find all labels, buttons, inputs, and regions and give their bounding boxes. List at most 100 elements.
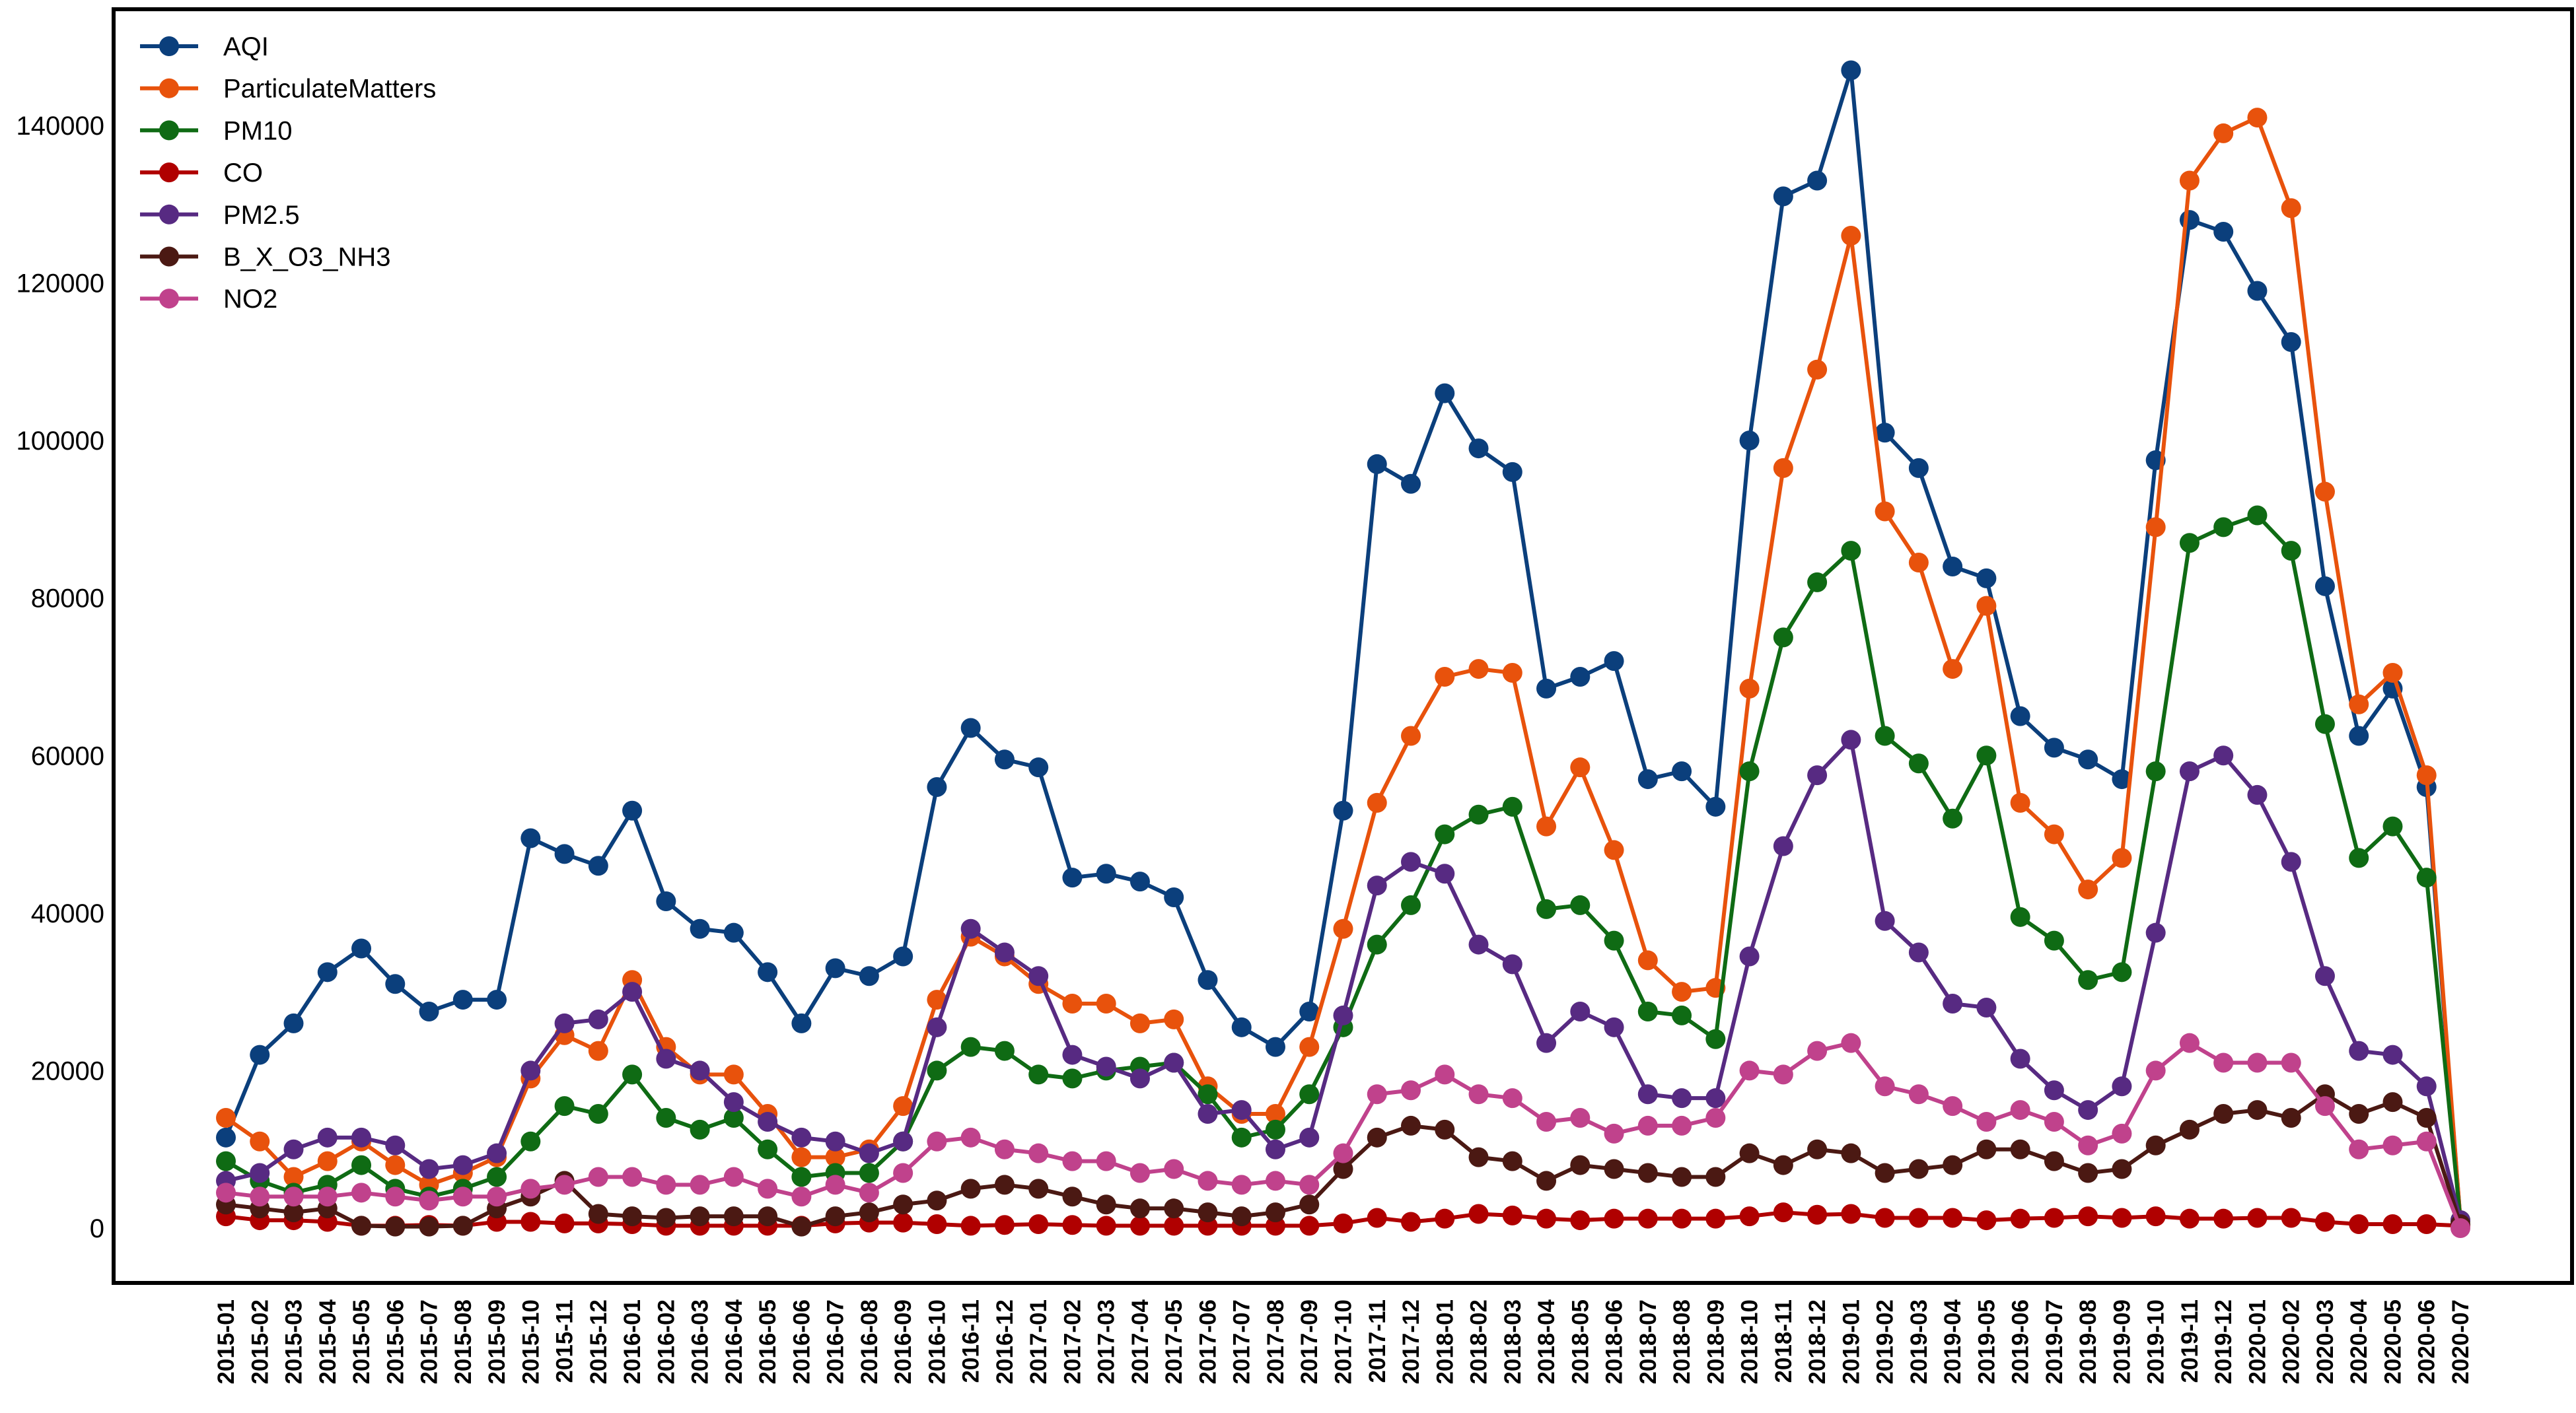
data-point — [1028, 1179, 1049, 1199]
data-point — [351, 1127, 372, 1148]
x-tick-label: 2015-02 — [247, 1299, 273, 1384]
data-point — [1502, 796, 1522, 817]
data-point — [1299, 1001, 1320, 1021]
data-point — [1672, 761, 1692, 782]
data-point — [2213, 1104, 2234, 1124]
data-point — [1164, 1159, 1184, 1179]
data-point — [1198, 1202, 1218, 1223]
data-point — [960, 718, 981, 738]
data-point — [1231, 1100, 1252, 1120]
data-point — [452, 1216, 473, 1236]
data-point — [487, 1187, 507, 1207]
data-point — [758, 1139, 778, 1159]
data-point — [554, 1096, 575, 1117]
data-point — [927, 1131, 947, 1152]
data-point — [927, 1190, 947, 1211]
data-point — [2416, 1131, 2437, 1152]
data-point — [2010, 907, 2030, 927]
x-tick-label: 2019-01 — [1838, 1299, 1864, 1384]
data-point — [2145, 761, 2166, 782]
data-point — [2044, 1111, 2064, 1132]
data-point — [1502, 954, 1522, 975]
data-point — [283, 1202, 304, 1223]
data-point — [1773, 186, 1793, 207]
data-point — [1773, 1202, 1793, 1223]
data-point — [520, 1131, 541, 1152]
data-point — [927, 777, 947, 797]
x-tick-label: 2018-03 — [1500, 1299, 1526, 1384]
data-point — [554, 1175, 575, 1195]
data-point — [1739, 678, 1760, 699]
data-point — [1062, 1215, 1083, 1235]
x-tick-label: 2018-10 — [1737, 1299, 1763, 1384]
data-point — [1198, 970, 1218, 990]
x-tick-label: 2019-07 — [2042, 1299, 2067, 1384]
data-point — [994, 1139, 1015, 1159]
data-point — [622, 982, 643, 1002]
data-point — [1536, 1111, 1557, 1132]
x-tick-label: 2017-04 — [1127, 1299, 1153, 1384]
x-tick-label: 2020-04 — [2346, 1299, 2372, 1384]
data-point — [1435, 1208, 1455, 1229]
x-tick-label: 2015-11 — [552, 1299, 578, 1383]
data-point — [1435, 824, 1455, 844]
data-point — [1028, 966, 1049, 986]
x-tick-label: 2020-02 — [2279, 1299, 2305, 1384]
data-point — [791, 1167, 812, 1187]
data-point — [1637, 1208, 1658, 1229]
x-tick-label: 2016-02 — [653, 1299, 679, 1384]
data-point — [1807, 1204, 1828, 1225]
x-tick-label: 2016-07 — [823, 1299, 849, 1384]
data-point — [723, 1206, 744, 1227]
data-point — [2179, 1208, 2200, 1229]
data-point — [1468, 1084, 1489, 1105]
data-point — [1841, 60, 1861, 81]
data-point — [2213, 1208, 2234, 1229]
data-point — [1672, 1208, 1692, 1229]
data-point — [2078, 1163, 2098, 1183]
data-point — [1807, 170, 1828, 191]
data-point — [2349, 694, 2369, 714]
data-point — [1468, 1147, 1489, 1167]
data-point — [1062, 1045, 1083, 1065]
data-point — [1299, 1216, 1320, 1236]
x-tick-label: 2015-05 — [349, 1299, 375, 1384]
data-point — [419, 1159, 439, 1179]
x-tick-label: 2018-07 — [1635, 1299, 1661, 1384]
data-point — [520, 1060, 541, 1081]
data-point — [1841, 1143, 1861, 1163]
data-point — [351, 938, 372, 959]
data-point — [1164, 1009, 1184, 1029]
y-tick-label: 140000 — [17, 112, 104, 141]
data-point — [1604, 1123, 1624, 1144]
data-point — [2213, 517, 2234, 537]
data-point — [1164, 1216, 1184, 1236]
data-point — [1231, 1175, 1252, 1195]
data-point — [1637, 769, 1658, 790]
data-point — [960, 1216, 981, 1236]
data-point — [452, 990, 473, 1010]
data-point — [1604, 930, 1624, 951]
data-point — [2145, 922, 2166, 943]
data-point — [1299, 1175, 1320, 1195]
x-tick-label: 2018-01 — [1432, 1299, 1458, 1384]
data-point — [1943, 1096, 1963, 1117]
data-point — [1333, 1159, 1353, 1179]
data-point — [927, 990, 947, 1010]
legend-marker-icon — [159, 204, 179, 224]
data-point — [859, 1163, 879, 1183]
x-tick-label: 2017-12 — [1398, 1299, 1424, 1384]
data-point — [1773, 1064, 1793, 1085]
data-point — [2044, 824, 2064, 844]
data-point — [1502, 462, 1522, 482]
data-point — [723, 1064, 744, 1085]
data-point — [2314, 966, 2335, 986]
data-point — [1333, 1143, 1353, 1163]
x-tick-label: 2016-10 — [924, 1299, 950, 1384]
x-tick-label: 2015-09 — [484, 1299, 510, 1384]
data-point — [2281, 332, 2301, 353]
data-point — [2247, 281, 2268, 301]
data-point — [1028, 1064, 1049, 1085]
x-tick-label: 2016-06 — [789, 1299, 814, 1384]
data-point — [216, 1183, 236, 1203]
